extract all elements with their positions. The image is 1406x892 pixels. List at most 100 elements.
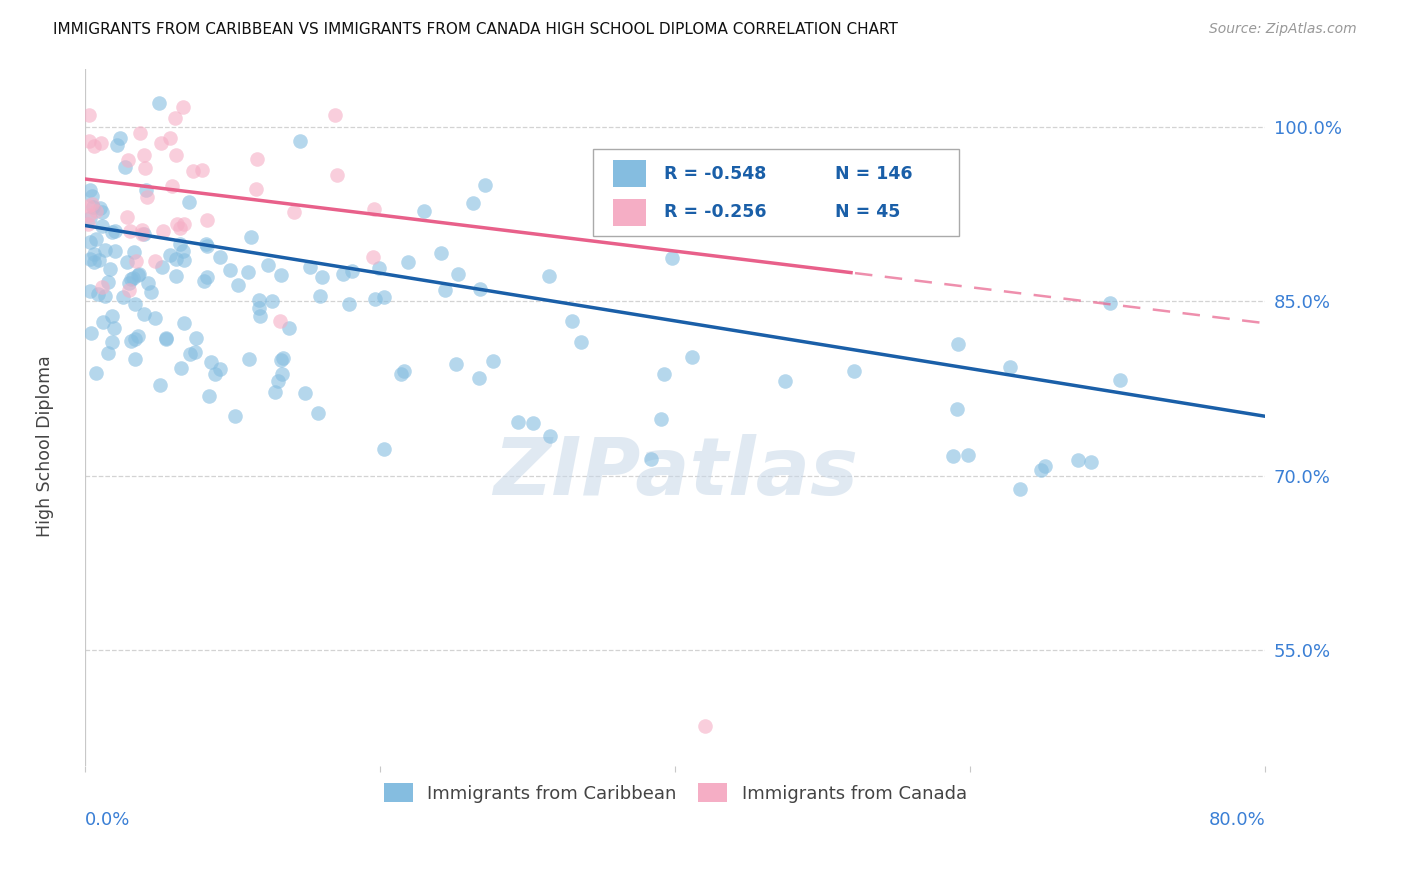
Point (195, 239, 218, 253)
Point (681, 351, 703, 365)
Point (79, 135, 101, 149)
Text: ZIPatlas: ZIPatlas (494, 434, 858, 512)
Point (273, 351, 295, 366)
Point (643, 169, 665, 183)
Point (1080, 455, 1102, 469)
Point (172, 244, 194, 258)
Point (693, 719, 716, 733)
Point (94, 289, 117, 303)
Point (90, 219, 112, 233)
Point (283, 205, 305, 219)
Text: 0.0%: 0.0% (86, 811, 131, 829)
Point (238, 265, 260, 279)
Point (183, 345, 205, 359)
Point (307, 406, 329, 420)
Point (83, 255, 105, 269)
Point (155, 331, 177, 345)
Point (270, 367, 292, 381)
Point (325, 169, 347, 183)
FancyBboxPatch shape (593, 149, 959, 236)
Point (98, 262, 121, 277)
Point (166, 217, 188, 231)
Bar (613, 199, 645, 226)
Point (101, 335, 124, 350)
Point (412, 204, 434, 219)
Point (165, 269, 187, 284)
Point (195, 237, 218, 252)
Bar (613, 161, 645, 186)
Point (79, 252, 101, 266)
Point (114, 160, 136, 174)
Point (124, 297, 146, 311)
Point (79, 183, 101, 197)
Point (942, 449, 965, 463)
Point (131, 223, 153, 237)
Point (238, 351, 260, 366)
Point (97, 346, 120, 360)
Point (391, 367, 413, 381)
Point (367, 261, 389, 276)
Point (112, 290, 135, 304)
Point (118, 276, 141, 290)
Point (82, 200, 104, 214)
Point (842, 364, 865, 378)
Point (184, 331, 207, 345)
Point (159, 248, 181, 262)
Point (150, 136, 173, 150)
Point (537, 269, 560, 284)
Point (256, 259, 278, 273)
Point (247, 301, 270, 315)
Point (270, 352, 292, 367)
Point (650, 412, 672, 426)
Point (337, 297, 360, 311)
Point (169, 237, 191, 252)
Point (77, 199, 100, 213)
Point (246, 152, 269, 166)
Point (195, 269, 218, 284)
Point (172, 100, 194, 114)
Point (173, 252, 195, 267)
Point (311, 269, 333, 284)
Point (773, 374, 796, 388)
Point (264, 384, 287, 399)
Point (323, 108, 346, 122)
Point (332, 268, 354, 282)
Point (152, 224, 174, 238)
Point (179, 195, 201, 210)
Point (165, 252, 187, 266)
Point (139, 285, 162, 299)
Point (91, 315, 114, 329)
Point (103, 321, 125, 335)
Point (396, 255, 419, 269)
Point (79, 235, 101, 249)
Point (127, 268, 149, 282)
Point (163, 111, 186, 125)
Point (269, 314, 291, 328)
Point (298, 260, 321, 274)
Point (122, 271, 145, 285)
Point (569, 334, 592, 349)
Point (270, 268, 292, 282)
Point (145, 310, 167, 325)
Point (373, 290, 395, 304)
Point (294, 385, 316, 400)
Point (463, 196, 485, 211)
Point (181, 164, 204, 178)
Point (179, 346, 201, 360)
Point (120, 272, 142, 286)
Point (90, 136, 112, 150)
Text: N = 146: N = 146 (835, 164, 912, 183)
Point (361, 250, 384, 264)
Point (104, 223, 127, 237)
Point (173, 217, 195, 231)
Text: Source: ZipAtlas.com: Source: ZipAtlas.com (1209, 22, 1357, 37)
Point (249, 309, 271, 323)
Point (159, 131, 181, 145)
Point (262, 293, 284, 308)
Point (79, 208, 101, 222)
Point (87, 253, 110, 268)
Point (240, 229, 263, 244)
Point (83, 247, 105, 261)
Point (120, 224, 142, 238)
Point (200, 355, 222, 369)
